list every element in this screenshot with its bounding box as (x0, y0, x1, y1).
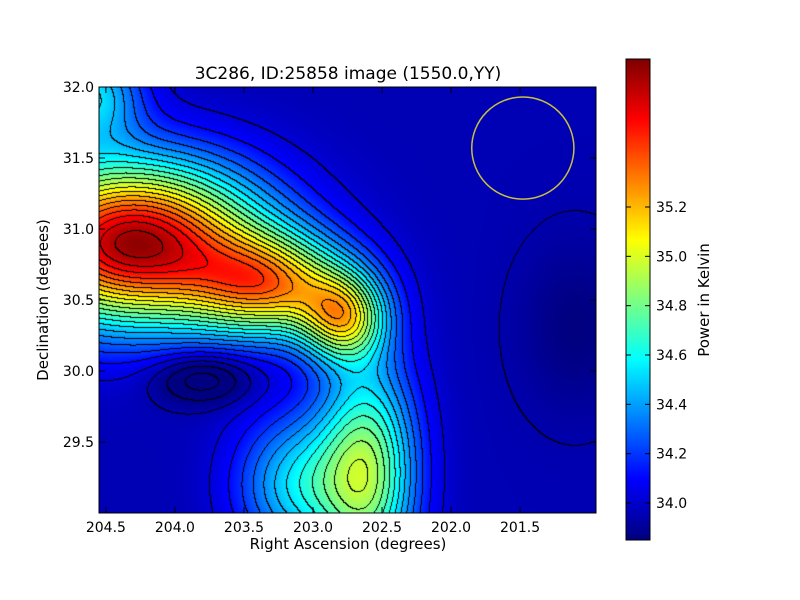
colorbar-tick-label: 34.8 (656, 299, 687, 315)
x-axis: 204.5 204.0 203.5 203.0 202.5 202.0 201.5 (86, 87, 540, 536)
y-tick-label: 32.0 (63, 80, 94, 96)
chart-title: 3C286, ID:25858 image (1550.0,YY) (195, 64, 502, 84)
colorbar-frame (625, 58, 651, 541)
x-tick-label: 202.0 (431, 520, 471, 536)
y-axis: 29.5 30.0 30.5 31.0 31.5 32.0 (63, 80, 596, 451)
x-tick-label: 204.0 (155, 520, 195, 536)
colorbar-label: Power in Kelvin (695, 243, 713, 357)
colorbar: 34.0 34.2 34.4 34.6 34.8 35.0 35.2 Power in Ke… (625, 58, 713, 541)
plot-area (98, 86, 597, 514)
colorbar-tick-label: 35.0 (656, 249, 687, 265)
y-axis-label: Declination (degrees) (34, 219, 52, 381)
beam-ellipse (471, 96, 575, 200)
x-tick-label: 204.5 (86, 520, 126, 536)
y-tick-label: 30.0 (63, 364, 94, 380)
x-axis-label: Right Ascension (degrees) (250, 535, 447, 553)
colorbar-tick-label: 34.2 (656, 447, 687, 463)
colorbar-axis: 34.0 34.2 34.4 34.6 34.8 35.0 35.2 (626, 200, 687, 512)
colorbar-tick-label: 34.4 (656, 397, 687, 413)
heatmap-image (99, 87, 596, 513)
x-tick-label: 203.0 (293, 520, 333, 536)
x-tick-label: 203.5 (224, 520, 264, 536)
y-tick-label: 31.0 (63, 222, 94, 238)
colorbar-gradient (626, 59, 650, 540)
colorbar-tick-label: 35.2 (656, 200, 687, 216)
x-tick-label: 202.5 (362, 520, 402, 536)
x-tick-label: 201.5 (500, 520, 540, 536)
y-tick-label: 31.5 (63, 151, 94, 167)
y-tick-label: 29.5 (63, 435, 94, 451)
colorbar-tick-label: 34.6 (656, 348, 687, 364)
colorbar-tick-label: 34.0 (656, 496, 687, 512)
y-tick-label: 30.5 (63, 293, 94, 309)
